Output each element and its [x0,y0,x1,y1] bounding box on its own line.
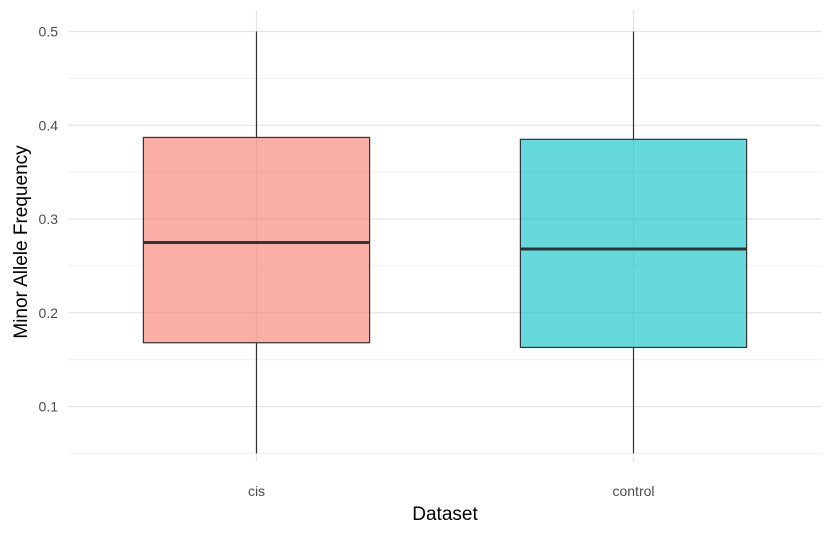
y-tick-label: 0.3 [39,211,59,227]
box-body [142,136,371,344]
y-tick-label: 0.4 [39,117,59,133]
boxes-layer [142,31,748,454]
box-body [519,138,748,349]
box-cis [142,31,371,454]
x-tick-label: control [612,483,654,499]
tick-labels: 0.1 0.2 0.3 0.4 0.5 cis control [39,24,655,500]
x-tick-label: cis [248,483,265,499]
x-axis-title: Dataset [412,504,478,525]
y-axis-title: Minor Allele Frequency [11,145,32,339]
y-tick-label: 0.2 [39,305,59,321]
y-tick-label: 0.1 [39,399,59,415]
y-tick-label: 0.5 [39,24,59,40]
box-control [519,31,748,454]
